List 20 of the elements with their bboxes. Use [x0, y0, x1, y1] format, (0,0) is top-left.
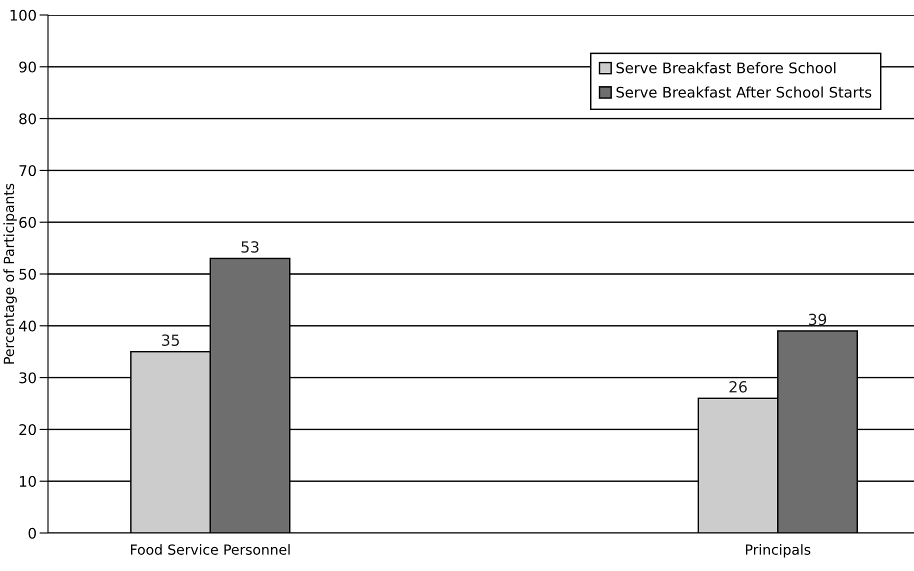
data-label: 53	[241, 241, 259, 253]
y-tick-label: 50	[19, 268, 36, 280]
x-tick-label: Food Service Personnel	[131, 544, 290, 555]
y-tick-label: 60	[19, 216, 36, 228]
y-tick-label: 30	[19, 372, 36, 384]
y-tick-label: 70	[20, 165, 36, 176]
y-tick-label: 10	[20, 476, 36, 487]
data-label: 39	[808, 314, 826, 326]
y-tick-label: 90	[19, 62, 36, 73]
y-axis-title: Percentage of Participants	[3, 184, 17, 364]
y-tick-label: 0	[28, 528, 36, 539]
legend-label: Serve Breakfast After School Starts	[616, 86, 872, 98]
y-tick-label: 100	[10, 10, 36, 21]
data-label: 26	[729, 381, 747, 393]
y-tick-label: 40	[19, 320, 36, 332]
legend-label: Serve Breakfast Before School	[616, 62, 836, 74]
x-tick-label: Principals	[746, 544, 810, 558]
y-tick-label: 80	[19, 113, 36, 124]
y-tick-label: 20	[19, 424, 36, 436]
data-label: 35	[162, 334, 179, 346]
